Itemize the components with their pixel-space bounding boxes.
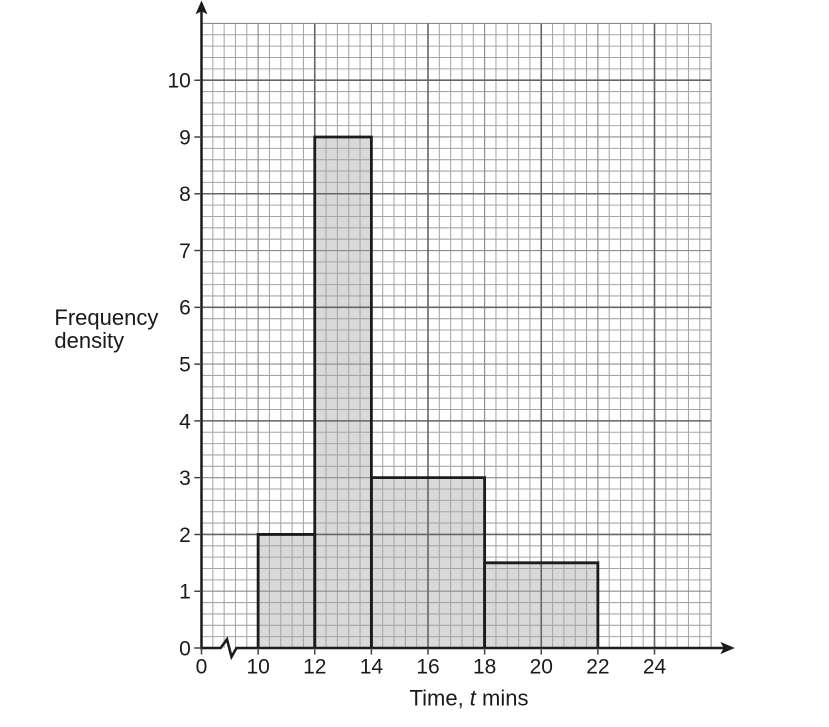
svg-text:14: 14 xyxy=(360,656,384,679)
svg-text:22: 22 xyxy=(586,656,609,679)
svg-text:3: 3 xyxy=(179,467,191,490)
svg-text:7: 7 xyxy=(179,240,191,263)
svg-text:2: 2 xyxy=(179,524,191,547)
svg-text:8: 8 xyxy=(179,183,191,206)
svg-text:18: 18 xyxy=(473,656,496,679)
svg-text:9: 9 xyxy=(179,126,191,149)
svg-text:Time, t mins: Time, t mins xyxy=(410,686,529,711)
svg-text:1: 1 xyxy=(179,581,191,604)
svg-text:24: 24 xyxy=(643,656,667,679)
svg-text:20: 20 xyxy=(530,656,553,679)
svg-text:6: 6 xyxy=(179,297,191,320)
svg-text:10: 10 xyxy=(167,70,190,93)
svg-text:16: 16 xyxy=(416,656,439,679)
svg-text:4: 4 xyxy=(179,410,191,433)
svg-text:Frequency: Frequency xyxy=(54,305,158,330)
svg-text:0: 0 xyxy=(196,656,208,679)
svg-text:10: 10 xyxy=(246,656,269,679)
svg-text:5: 5 xyxy=(179,354,191,377)
svg-text:density: density xyxy=(54,328,124,353)
svg-text:0: 0 xyxy=(179,637,191,660)
svg-text:12: 12 xyxy=(303,656,326,679)
